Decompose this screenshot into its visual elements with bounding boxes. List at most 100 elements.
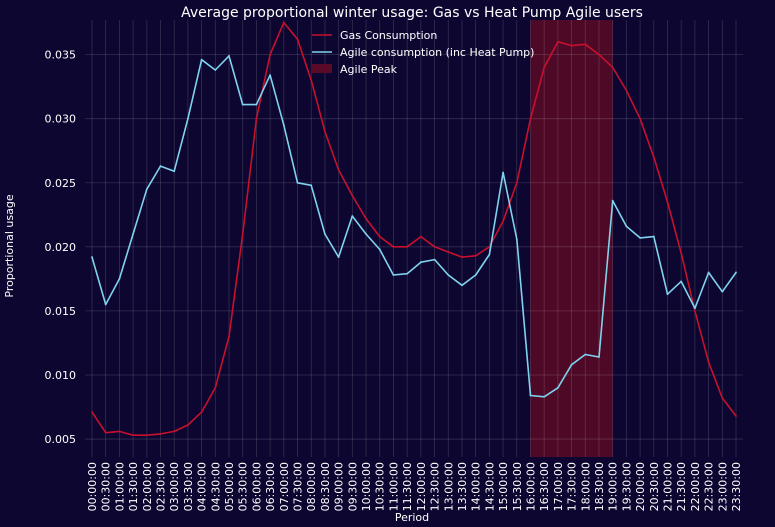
- data-point-agile: [406, 272, 409, 275]
- x-tick-label: 07:00:00: [278, 462, 291, 511]
- data-point-agile: [721, 290, 724, 293]
- data-point-agile: [132, 233, 135, 235]
- x-tick-label: 13:30:00: [456, 462, 469, 511]
- x-tick-label: 21:30:00: [675, 462, 688, 511]
- data-point-agile: [91, 256, 93, 258]
- x-tick-label: 14:00:00: [470, 462, 483, 511]
- data-point-gas: [91, 411, 93, 414]
- y-axis-label: Proportional usage: [3, 194, 16, 297]
- data-point-gas: [132, 434, 135, 437]
- data-point-agile: [104, 303, 107, 306]
- data-point-agile: [310, 184, 313, 187]
- data-point-agile: [611, 199, 614, 202]
- data-point-gas: [296, 38, 299, 41]
- data-point-agile: [255, 103, 258, 106]
- data-point-gas: [104, 431, 107, 434]
- x-axis-label: Period: [395, 511, 429, 524]
- x-tick-label: 09:30:00: [346, 462, 359, 511]
- data-point-gas: [639, 117, 641, 120]
- data-point-agile: [639, 236, 641, 239]
- data-point-agile: [447, 274, 450, 276]
- data-point-agile: [378, 248, 381, 251]
- agile-peak-region: [530, 20, 613, 457]
- data-point-gas: [269, 53, 272, 56]
- data-point-gas: [337, 169, 340, 171]
- data-point-gas: [392, 245, 395, 248]
- data-point-agile: [502, 171, 504, 174]
- data-point-agile: [529, 394, 532, 397]
- y-tick-label: 0.025: [45, 177, 77, 190]
- x-tick-label: 03:30:00: [182, 462, 195, 511]
- data-point-gas: [625, 89, 628, 92]
- legend-agile-label: Agile consumption (inc Heat Pump): [340, 46, 534, 59]
- chart-title: Average proportional winter usage: Gas v…: [181, 5, 643, 21]
- data-point-agile: [200, 58, 203, 61]
- data-point-agile: [556, 386, 559, 389]
- data-point-gas: [598, 53, 600, 56]
- data-point-agile: [214, 69, 217, 71]
- y-tick-label: 0.030: [45, 113, 77, 126]
- data-point-agile: [392, 274, 395, 276]
- x-tick-label: 16:30:00: [538, 462, 551, 511]
- data-point-gas: [433, 245, 436, 248]
- y-tick-label: 0.015: [45, 305, 77, 318]
- x-tick-label: 00:00:00: [86, 462, 99, 511]
- series-layer: [91, 21, 737, 437]
- x-tick-label: 01:30:00: [127, 462, 140, 511]
- x-tick-label: 20:00:00: [634, 462, 647, 511]
- data-point-gas: [365, 217, 367, 220]
- x-tick-label: 00:30:00: [100, 462, 113, 511]
- data-point-agile: [433, 258, 436, 261]
- data-point-agile: [598, 356, 600, 358]
- legend-gas-label: Gas Consumption: [340, 29, 437, 42]
- data-point-agile: [173, 170, 176, 173]
- data-point-gas: [406, 245, 409, 248]
- y-tick-label: 0.010: [45, 369, 77, 382]
- data-point-gas: [118, 430, 121, 433]
- data-point-agile: [666, 293, 669, 296]
- data-point-agile: [324, 233, 326, 235]
- data-point-agile: [488, 253, 491, 256]
- x-tick-label: 08:00:00: [305, 462, 318, 511]
- data-point-agile: [187, 117, 189, 120]
- series-line-agile: [91, 55, 737, 398]
- data-point-agile: [543, 395, 546, 398]
- data-point-gas: [652, 156, 655, 159]
- data-point-gas: [310, 79, 313, 82]
- data-point-agile: [351, 215, 354, 217]
- x-tick-label: 11:30:00: [401, 462, 414, 511]
- data-point-agile: [584, 353, 587, 356]
- data-point-agile: [474, 274, 477, 276]
- x-tick-label: 08:30:00: [319, 462, 332, 511]
- data-point-gas: [228, 335, 230, 338]
- data-point-gas: [515, 181, 518, 184]
- x-tick-label: 11:00:00: [387, 462, 400, 511]
- data-point-gas: [351, 194, 354, 197]
- x-tick-label: 02:30:00: [155, 462, 168, 511]
- x-tick-label: 18:30:00: [593, 462, 606, 511]
- data-point-gas: [474, 254, 477, 257]
- x-tick-label: 17:00:00: [552, 462, 565, 511]
- x-tick-label: 06:30:00: [264, 462, 277, 511]
- x-tick-label: 21:00:00: [661, 462, 674, 511]
- x-tick-label: 23:00:00: [716, 462, 729, 511]
- x-tick-label: 07:30:00: [292, 462, 305, 511]
- grid-layer: [85, 20, 743, 457]
- data-point-gas: [187, 424, 189, 426]
- data-point-gas: [611, 66, 614, 69]
- data-point-gas: [556, 40, 559, 43]
- data-point-agile: [145, 188, 148, 191]
- data-point-gas: [543, 66, 546, 69]
- data-point-gas: [666, 201, 669, 203]
- data-point-gas: [721, 397, 724, 399]
- x-tick-label: 22:00:00: [689, 462, 702, 511]
- data-point-gas: [214, 386, 217, 389]
- x-tick-label: 19:30:00: [620, 462, 633, 511]
- data-point-gas: [570, 44, 573, 47]
- shade-layer: [530, 20, 613, 457]
- data-point-gas: [255, 117, 258, 120]
- series-line-gas: [91, 21, 737, 437]
- x-tick-label: 18:00:00: [579, 462, 592, 511]
